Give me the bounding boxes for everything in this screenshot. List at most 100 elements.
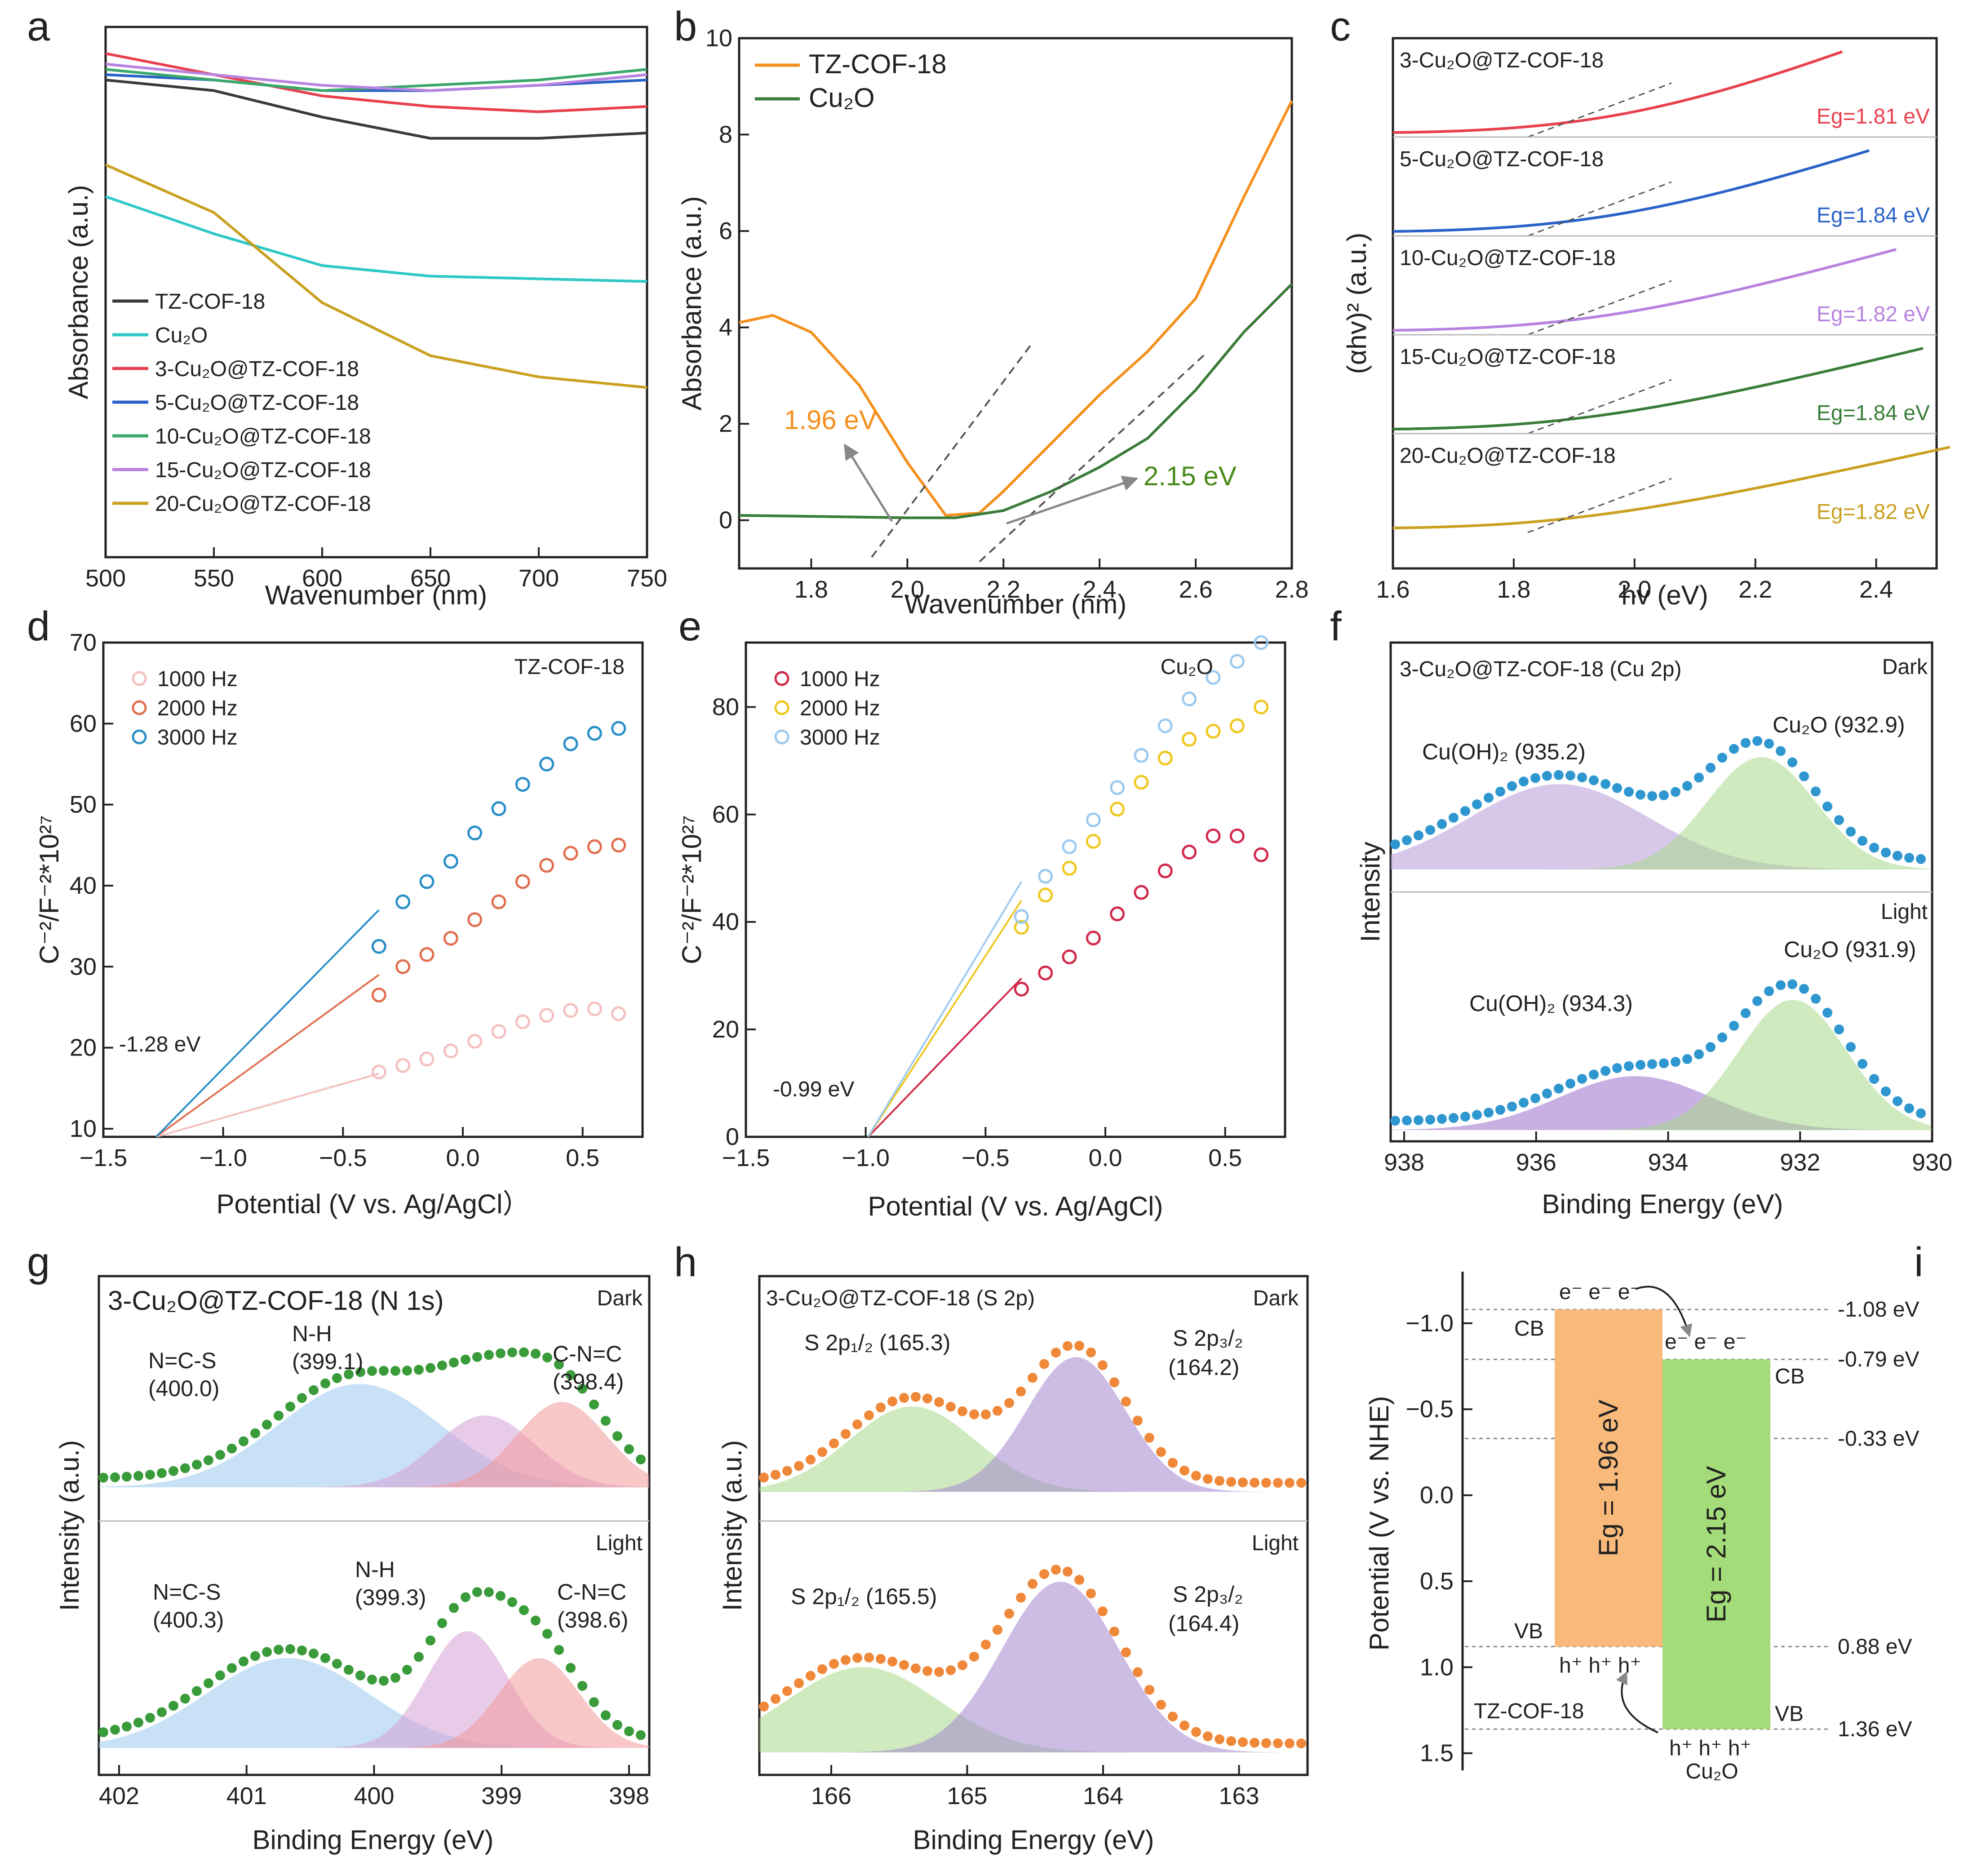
panel-g-title: 3-Cu₂O@TZ-COF-18 (N 1s) bbox=[108, 1286, 444, 1316]
panel-h-dark-point-19 bbox=[981, 1409, 991, 1419]
panel-e-legend-label-1: 2000 Hz bbox=[800, 696, 880, 720]
panel-g-dark-point-11 bbox=[227, 1443, 237, 1454]
panel-e-point-2-0 bbox=[1014, 909, 1029, 924]
panel-f-light-point-6 bbox=[1460, 1112, 1470, 1122]
panel-d-legend-marker-1 bbox=[132, 700, 147, 715]
panel-h-title: 3-Cu₂O@TZ-COF-18 (S 2p) bbox=[766, 1286, 1035, 1310]
panel-g-light-point-32 bbox=[472, 1587, 482, 1597]
panel-d-point-2-5 bbox=[491, 801, 506, 816]
panel-h-light-point-6 bbox=[829, 1659, 839, 1669]
panel-b-x-ticks: 1.8 2.0 2.2 2.4 2.6 2.8 bbox=[794, 559, 1309, 603]
panel-f-light-point-24 bbox=[1671, 1057, 1680, 1067]
panel-g-dark-point-26 bbox=[402, 1366, 412, 1376]
panel-g-light-point-24 bbox=[379, 1676, 389, 1686]
panel-h-light-point-11 bbox=[887, 1656, 897, 1667]
panel-d-y-ticks: 10 20 30 40 50 60 70 bbox=[70, 629, 113, 1142]
panel-f-dark-point-5 bbox=[1449, 812, 1459, 823]
panel-h-dark-point-29 bbox=[1098, 1360, 1108, 1370]
panel-c-sample-1: 5-Cu₂O@TZ-COF-18 bbox=[1400, 147, 1604, 171]
panel-f-light-point-27 bbox=[1706, 1042, 1716, 1052]
panel-d-point-0-3 bbox=[443, 1043, 458, 1059]
panel-e-legend: 1000 Hz 2000 Hz 3000 Hz bbox=[774, 667, 880, 750]
panel-g-x-tick-label-2: 400 bbox=[354, 1783, 394, 1809]
panel-f-dark-point-1 bbox=[1402, 835, 1412, 845]
panel-i-holes-2: h⁺ h⁺ h⁺ bbox=[1669, 1736, 1751, 1760]
panel-c-curve-3 bbox=[1392, 347, 1924, 430]
panel-h-light-point-1 bbox=[771, 1694, 780, 1704]
panel-d-point-2-0 bbox=[371, 939, 386, 954]
panel-g-x-tick-label-4: 398 bbox=[609, 1783, 649, 1809]
panel-f-x-ticks: 938 936 934 932 930 bbox=[1384, 1131, 1952, 1176]
panel-e-point-0-4 bbox=[1110, 906, 1125, 922]
panel-f-dark-point-14 bbox=[1554, 770, 1564, 780]
panel-g-light-point-21 bbox=[344, 1665, 354, 1675]
panel-h-dark-point-27 bbox=[1074, 1341, 1084, 1351]
panel-e-series bbox=[867, 635, 1269, 1138]
panel-g-dark-point-23 bbox=[367, 1366, 377, 1376]
panel-c-ylabel: (αhv)² (a.u.) bbox=[1342, 233, 1372, 374]
panel-h-dark-point-3 bbox=[794, 1461, 804, 1471]
panel-f-x-tick-label-4: 930 bbox=[1912, 1149, 1952, 1176]
panel-g-xlabel: Binding Energy (eV) bbox=[253, 1825, 494, 1855]
panel-f-light-point-1 bbox=[1402, 1115, 1412, 1126]
panel-e-point-2-6 bbox=[1157, 718, 1173, 733]
panel-e-point-2-8 bbox=[1206, 670, 1221, 685]
panel-h-dark-peak-0 bbox=[759, 1406, 1308, 1492]
panel-f-dark-peak-1 bbox=[1391, 757, 1932, 869]
panel-d-point-0-9 bbox=[587, 1001, 602, 1016]
panel-e-point-2-4 bbox=[1110, 780, 1125, 795]
panel-h-light: Light bbox=[1252, 1531, 1299, 1555]
panel-i-band-diagram: -1.08 eV -0.79 eV -0.33 eV 0.88 eV 1.36 eV Eg… bbox=[1465, 1280, 1919, 1783]
panel-f-dark-point-24 bbox=[1671, 787, 1680, 797]
panel-d-legend-marker-2 bbox=[132, 729, 147, 745]
panel-f-light-point-10 bbox=[1507, 1101, 1517, 1112]
panel-d-point-1-3 bbox=[443, 931, 458, 946]
panel-i-cb-1: CB bbox=[1514, 1317, 1544, 1340]
panel-b-y-tick-label-2: 4 bbox=[719, 314, 732, 341]
panel-d-point-2-7 bbox=[539, 756, 554, 772]
panel-g-dark-point-37 bbox=[531, 1348, 541, 1359]
panel-h-dark-point-40 bbox=[1226, 1477, 1236, 1487]
panel-f-light-point-34 bbox=[1787, 979, 1797, 989]
panel-i-cu2o-label: Cu₂O bbox=[1685, 1760, 1738, 1783]
panel-a-x-tick-label-3: 650 bbox=[410, 565, 451, 592]
panel-d-point-2-8 bbox=[563, 736, 578, 751]
panel-b-y-tick-label-1: 2 bbox=[719, 410, 732, 437]
panel-f-light-point-44 bbox=[1904, 1103, 1914, 1113]
panel-f-light-point-41 bbox=[1869, 1074, 1879, 1084]
panel-g-light-point-37 bbox=[531, 1615, 541, 1626]
panel-f-light-point-21 bbox=[1636, 1060, 1645, 1070]
panel-c-tangent-3 bbox=[1527, 379, 1672, 435]
panel-h-dark-peak-1-value: (164.2) bbox=[1168, 1355, 1239, 1380]
panel-d-y-tick-label-5: 60 bbox=[70, 710, 97, 737]
panel-c-label: c bbox=[1330, 4, 1351, 49]
panel-g-dark-point-34 bbox=[496, 1348, 505, 1358]
panel-e-point-2-3 bbox=[1086, 812, 1101, 828]
panel-f-dark-point-21 bbox=[1636, 789, 1645, 800]
panel-g-dark-point-18 bbox=[309, 1385, 319, 1395]
panel-i-y-tick-label-5: 1.5 bbox=[1420, 1740, 1454, 1767]
panel-g-light-point-3 bbox=[133, 1717, 143, 1728]
panel-d-x-tick-label-1: −1.0 bbox=[199, 1144, 247, 1171]
panel-e-legend-marker-1 bbox=[774, 700, 789, 715]
panel-f-light-point-16 bbox=[1577, 1073, 1587, 1084]
panel-f-dark-point-10 bbox=[1507, 781, 1517, 791]
panel-h-dark-point-22 bbox=[1016, 1386, 1026, 1397]
panel-h-dark-point-7 bbox=[841, 1429, 851, 1439]
panel-g-dark-point-20 bbox=[332, 1373, 342, 1383]
panel-g-light-point-8 bbox=[192, 1686, 202, 1696]
panel-f-light-point-3 bbox=[1425, 1114, 1435, 1125]
panel-d-x-tick-label-0: −1.5 bbox=[80, 1144, 128, 1171]
panel-d-frame bbox=[102, 641, 644, 1138]
panel-h-dark-point-16 bbox=[946, 1401, 956, 1412]
panel-g-light-point-36 bbox=[519, 1605, 529, 1615]
panel-g-dark-point-15 bbox=[274, 1410, 284, 1421]
panel-h-light-point-37 bbox=[1191, 1727, 1201, 1737]
panel-f-dark-point-0 bbox=[1390, 839, 1400, 850]
panel-h-dark-point-28 bbox=[1086, 1347, 1096, 1357]
panel-b-y-tick-label-3: 6 bbox=[719, 217, 732, 244]
panel-f-light-point-9 bbox=[1495, 1104, 1505, 1115]
panel-a-frame bbox=[104, 26, 648, 559]
panel-g-light-point-15 bbox=[274, 1645, 284, 1655]
panel-f-light-point-23 bbox=[1659, 1058, 1669, 1069]
